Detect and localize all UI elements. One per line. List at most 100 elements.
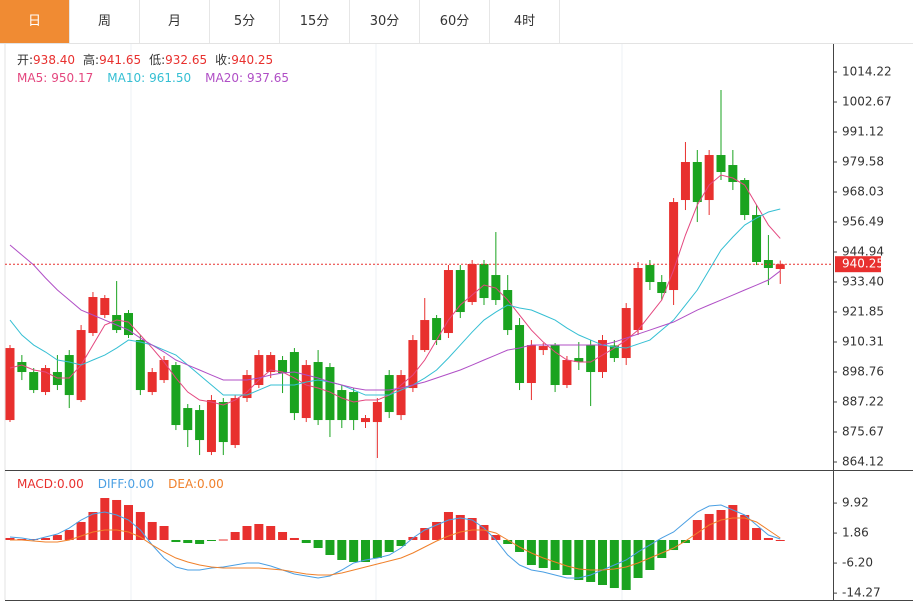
last-price-box — [835, 256, 881, 273]
macd-bar — [372, 539, 382, 559]
macd-bar — [88, 512, 98, 540]
y-tick-label: 898.76 — [842, 364, 884, 378]
macd-bar — [159, 526, 169, 540]
candle-body — [313, 362, 323, 421]
macd-bar — [195, 539, 205, 544]
legend-value: 950.17 — [51, 71, 93, 85]
legend-value: 0.00 — [197, 477, 224, 491]
candle-body — [420, 320, 430, 351]
macd-bar — [716, 509, 726, 540]
candle-body — [147, 372, 157, 393]
legend: MA5: 950.17 MA10: 961.50 MA20: 937.65 — [17, 71, 289, 85]
macd-bar — [633, 539, 643, 579]
macd-bar — [147, 521, 157, 540]
candle-body — [17, 362, 27, 373]
candle-body — [692, 162, 702, 203]
candle-body — [526, 345, 536, 384]
y-tick-label: 1002.67 — [842, 95, 892, 109]
candle-body — [598, 340, 607, 373]
candle-body — [657, 282, 667, 294]
candle-body — [384, 375, 394, 413]
ohlc-legend: 开:938.40 高:941.65 低:932.65 收:940.25 — [17, 52, 273, 67]
macd-bar — [337, 539, 347, 560]
candle-body — [183, 408, 193, 431]
y-tick-label: 1014.22 — [842, 65, 892, 79]
candle-body — [704, 155, 714, 201]
macd-bar — [76, 521, 86, 540]
candle-body — [325, 367, 335, 421]
candle-body — [242, 375, 252, 399]
candle-body — [124, 313, 133, 336]
macd-bar — [396, 539, 406, 546]
legend: MACD:0.00 DIFF:0.00 DEA:0.00 — [17, 477, 224, 491]
macd-bar — [455, 514, 465, 540]
y-tick-label: 956.49 — [842, 215, 884, 229]
candle-body — [479, 264, 489, 299]
candle-body — [538, 346, 548, 351]
candle-body — [206, 400, 216, 453]
tab[interactable]: 15分 — [280, 0, 350, 43]
candle-body — [112, 315, 122, 331]
tab[interactable]: 30分 — [350, 0, 420, 43]
macd-bar — [420, 528, 430, 540]
macd-bar — [289, 537, 299, 540]
tab[interactable]: 5分 — [210, 0, 280, 43]
candle-body — [41, 368, 51, 393]
macd-bar — [586, 539, 596, 582]
tab[interactable]: 60分 — [420, 0, 490, 43]
y-tick-label: 864.12 — [842, 454, 884, 468]
candle-body — [633, 268, 643, 331]
macd-bar — [135, 512, 145, 540]
macd-bar — [740, 514, 750, 540]
candle-body — [550, 345, 560, 386]
y-tick-label: 933.40 — [842, 274, 884, 288]
macd-bar — [609, 539, 619, 589]
candle-body — [443, 270, 453, 334]
macd-bar — [313, 539, 323, 549]
ohlc-value: 941.65 — [99, 53, 141, 67]
legend-value: 0.00 — [57, 477, 84, 491]
candle-body — [408, 340, 418, 389]
candle-body — [5, 348, 15, 421]
candle-body — [669, 202, 679, 291]
candle-body — [218, 402, 228, 443]
tab[interactable]: 4时 — [490, 0, 560, 43]
candle-body — [29, 372, 39, 391]
candle-body — [467, 264, 477, 303]
last-price-label: 940.25 — [842, 257, 884, 271]
macd-bar — [657, 539, 667, 559]
candle-body — [396, 375, 406, 416]
candle-body — [171, 365, 181, 426]
macd-bar — [692, 520, 702, 540]
candle-body — [752, 215, 762, 263]
tab[interactable]: 月 — [140, 0, 210, 43]
macd-bar — [361, 539, 370, 562]
tab[interactable]: 日 — [0, 0, 70, 43]
candle-body — [361, 418, 370, 423]
macd-bar — [41, 537, 51, 540]
macd-bar — [5, 537, 15, 540]
macd-bar — [124, 505, 133, 540]
y-tick-label: 968.03 — [842, 185, 884, 199]
macd-bar — [432, 521, 442, 540]
y-tick-label: 991.12 — [842, 125, 884, 139]
candle-body — [432, 318, 442, 341]
ohlc-value: 940.25 — [231, 53, 273, 67]
macd-bar — [17, 538, 27, 540]
candle-body — [680, 162, 690, 201]
macd-bar — [491, 535, 501, 540]
y-tick-label: 1.86 — [842, 526, 869, 540]
tab[interactable]: 周 — [70, 0, 140, 43]
macd-bar — [479, 524, 489, 540]
candle-body — [135, 340, 145, 391]
macd-bar — [384, 539, 394, 552]
macd-bar — [218, 539, 228, 541]
legend-value: 937.65 — [247, 71, 289, 85]
candle-body — [230, 398, 240, 446]
candle-body — [515, 325, 525, 384]
macd-bar — [574, 539, 584, 581]
ohlc-value: 932.65 — [165, 53, 207, 67]
macd-bar — [752, 528, 762, 540]
y-tick-label: -14.27 — [842, 586, 881, 600]
